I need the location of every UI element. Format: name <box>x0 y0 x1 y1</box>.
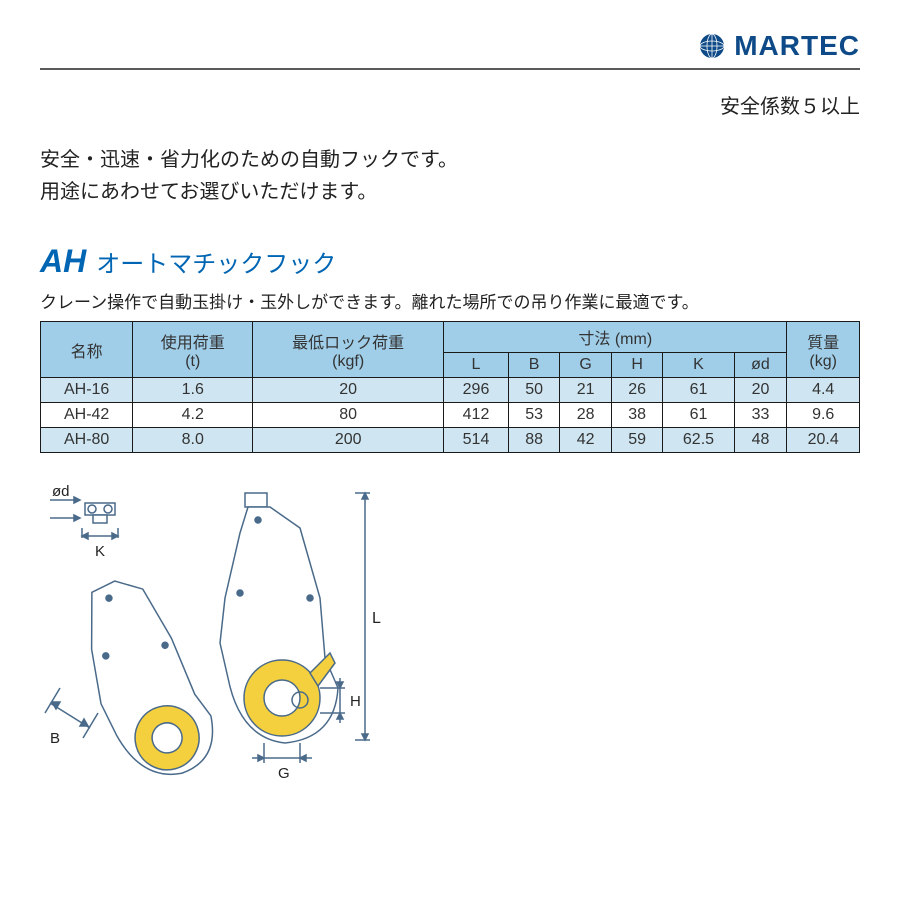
header-bar: MARTEC <box>40 30 860 70</box>
table-row: AH-80 8.0 200 514 88 42 59 62.5 48 20.4 <box>41 428 860 453</box>
col-dimensions: 寸法 (mm) <box>444 322 787 353</box>
col-load: 使用荷重 (t) <box>133 322 253 378</box>
col-H: H <box>611 353 663 378</box>
brand-name: MARTEC <box>734 30 860 62</box>
description-line-2: 用途にあわせてお選びいただけます。 <box>40 176 860 208</box>
col-od: ød <box>734 353 787 378</box>
globe-icon <box>698 32 726 60</box>
description-line-1: 安全・迅速・省力化のための自動フックです。 <box>40 144 860 176</box>
technical-diagram: ød K <box>40 478 400 798</box>
description: 安全・迅速・省力化のための自動フックです。 用途にあわせてお選びいただけます。 <box>40 144 860 208</box>
product-description: クレーン操作で自動玉掛け・玉外しができます。離れた場所での吊り作業に最適です。 <box>40 288 860 313</box>
col-name: 名称 <box>41 322 133 378</box>
product-title: AH オートマチックフック <box>40 243 860 280</box>
col-G: G <box>560 353 612 378</box>
product-name: オートマチックフック <box>96 244 336 279</box>
col-K: K <box>663 353 734 378</box>
label-G: G <box>278 765 290 782</box>
col-B: B <box>508 353 560 378</box>
col-minlock: 最低ロック荷重 (kgf) <box>253 322 444 378</box>
safety-note: 安全係数５以上 <box>40 90 860 119</box>
label-B: B <box>50 730 60 747</box>
product-code: AH <box>40 243 86 280</box>
spec-table: 名称 使用荷重 (t) 最低ロック荷重 (kgf) 寸法 (mm) 質量 (kg… <box>40 321 860 453</box>
label-L: L <box>372 610 381 627</box>
label-od: ød <box>52 483 70 500</box>
label-H: H <box>350 693 361 710</box>
table-row: AH-42 4.2 80 412 53 28 38 61 33 9.6 <box>41 403 860 428</box>
label-K: K <box>95 543 105 560</box>
col-L: L <box>444 353 509 378</box>
brand: MARTEC <box>698 30 860 62</box>
col-mass: 質量 (kg) <box>787 322 860 378</box>
table-row: AH-16 1.6 20 296 50 21 26 61 20 4.4 <box>41 378 860 403</box>
